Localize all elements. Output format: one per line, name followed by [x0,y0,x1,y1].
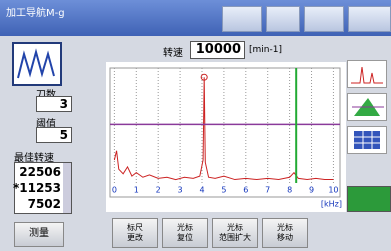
threshold-input[interactable]: 5 [36,127,72,143]
x-tick-label: 8 [287,186,292,195]
scrollbar[interactable] [63,163,71,213]
wave-icon [14,44,60,84]
speed-label: 转速 [163,44,183,59]
button-label: 光标 [213,223,257,233]
x-axis-label: [kHz] [321,200,342,209]
close-button[interactable] [348,6,391,32]
layout-button[interactable] [222,6,262,32]
button-label: 移动 [263,233,307,243]
button-label: 复位 [163,233,207,243]
x-tick-label: 10 [328,186,338,195]
x-tick-label: 7 [265,186,270,195]
spindle-button[interactable] [347,186,391,212]
button-label: 光标 [163,223,207,233]
window-title: 加工导航M-g [6,4,65,19]
wave-button[interactable] [12,42,62,86]
speed-unit: [min-1] [249,45,282,55]
button-label: 光标 [263,223,307,233]
button-label: 标尺 [113,223,157,233]
speed-value: 10000 [190,41,245,59]
action-button[interactable]: 标尺更改 [112,218,158,248]
cursor-icon[interactable] [347,93,387,121]
best-speed-item: *11253 [13,181,61,195]
x-tick-label: 6 [243,186,248,195]
best-speed-item: 7502 [28,197,61,211]
best-speed-list: 22506 *11253 7502 [14,162,72,214]
x-tick-label: 4 [199,186,204,195]
spectrum-icon-graphic [348,61,386,87]
cursor-icon-graphic [348,94,386,120]
x-tick-label: 2 [156,186,161,195]
table-icon[interactable] [347,126,387,154]
x-tick-label: 5 [221,186,226,195]
action-button[interactable]: 光标复位 [162,218,208,248]
minimize-button[interactable] [304,6,344,32]
app-window: 加工导航M-g 刀数 3 阈值 5 最佳转速 22506*112537502 测… [0,0,391,251]
x-tick-label: 9 [309,186,314,195]
save-button[interactable] [266,6,300,32]
spectrum-icon[interactable] [347,60,387,88]
action-button[interactable]: 光标移动 [262,218,308,248]
spectrum-chart: 0 1 2 3 4 5 6 7 8 9 10 [kHz] [106,62,346,212]
x-tick-label: 1 [134,186,139,195]
tool-count-input[interactable]: 3 [36,96,72,112]
table-icon-graphic [348,127,386,153]
action-button[interactable]: 光标范围扩大 [212,218,258,248]
x-tick-label: 0 [112,186,117,195]
x-tick-label: 3 [178,186,183,195]
plot-frame [110,68,340,197]
best-speed-item: 22506 [19,165,61,179]
measure-button[interactable]: 测量 [14,222,64,247]
button-label: 范围扩大 [213,233,257,243]
button-label: 更改 [113,233,157,243]
